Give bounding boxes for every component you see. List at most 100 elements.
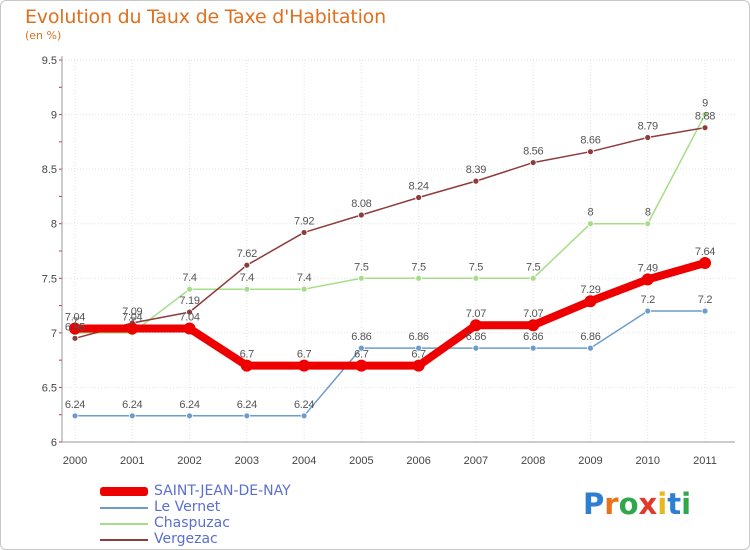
legend-swatch xyxy=(100,539,148,541)
data-point xyxy=(240,359,253,372)
data-label: 7.4 xyxy=(182,272,197,284)
data-point xyxy=(126,322,139,335)
data-label: 8.88 xyxy=(695,111,715,123)
data-point xyxy=(587,344,594,352)
legend-label: Le Vernet xyxy=(154,499,221,515)
data-point xyxy=(128,412,136,420)
data-point xyxy=(357,274,365,282)
y-tick-label: 7.5 xyxy=(42,273,57,285)
data-label: 6.24 xyxy=(237,399,257,411)
data-label: 6.7 xyxy=(411,349,426,361)
data-point xyxy=(243,412,251,420)
data-label: 7.2 xyxy=(698,294,713,306)
data-label: 7.49 xyxy=(638,262,658,274)
chart-subtitle: (en %) xyxy=(25,29,62,42)
y-tick-label: 9 xyxy=(51,110,57,122)
data-point xyxy=(186,308,193,316)
data-point xyxy=(243,261,251,269)
logo-letter: t xyxy=(667,487,682,521)
data-label: 8.56 xyxy=(523,146,543,158)
data-point xyxy=(529,344,537,352)
data-label: 7.2 xyxy=(641,294,656,306)
logo-letter: i xyxy=(681,487,692,521)
data-label: 6.24 xyxy=(179,399,199,411)
data-point xyxy=(701,124,709,132)
logo-letter: x xyxy=(638,487,658,521)
data-point xyxy=(415,194,423,201)
y-tick-label: 7 xyxy=(51,328,57,340)
data-point xyxy=(644,307,652,315)
data-point xyxy=(186,285,193,293)
data-point xyxy=(472,177,480,185)
data-point xyxy=(69,322,81,335)
data-point xyxy=(183,322,196,335)
data-point xyxy=(644,134,652,141)
data-label: 8.24 xyxy=(409,181,429,193)
series-line-chaspuzac xyxy=(74,113,706,334)
data-point xyxy=(357,344,365,352)
data-point xyxy=(355,359,368,372)
x-tick-label: 2011 xyxy=(693,455,717,467)
logo-letter: o xyxy=(618,487,639,521)
data-label: 6.24 xyxy=(65,399,85,411)
data-label: 6.86 xyxy=(466,331,486,343)
x-tick-label: 2000 xyxy=(63,455,87,467)
data-label: 7.07 xyxy=(466,308,486,320)
data-point xyxy=(300,285,308,293)
data-label: 7 xyxy=(129,316,135,328)
data-label: 7.04 xyxy=(65,311,85,323)
data-point xyxy=(529,274,537,282)
data-label: 7.4 xyxy=(297,272,312,284)
data-point xyxy=(469,319,482,332)
x-tick-label: 2008 xyxy=(521,455,545,467)
x-tick-label: 2001 xyxy=(120,455,144,467)
legend-swatch xyxy=(100,507,148,509)
data-point xyxy=(71,334,79,342)
legend-label: Chaspuzac xyxy=(154,515,230,531)
legend-label: SAINT-JEAN-DE-NAY xyxy=(154,483,291,499)
legend-label: Vergezac xyxy=(154,531,218,547)
legend-swatch xyxy=(100,523,148,525)
data-label: 8 xyxy=(588,207,594,219)
data-point xyxy=(472,344,480,352)
logo-letter: r xyxy=(604,487,619,521)
data-point xyxy=(529,159,537,166)
data-label: 9 xyxy=(702,98,708,110)
chart-title: Evolution du Taux de Taxe d'Habitation xyxy=(25,6,386,28)
data-label: 8.39 xyxy=(466,164,486,176)
data-label: 7.29 xyxy=(580,284,600,296)
data-label: 7.62 xyxy=(237,248,257,260)
data-label: 8.79 xyxy=(638,120,658,132)
y-tick-label: 6 xyxy=(51,437,57,449)
data-label: 6.7 xyxy=(297,349,312,361)
data-point xyxy=(243,285,251,293)
x-tick-label: 2007 xyxy=(464,455,488,467)
x-tick-label: 2004 xyxy=(292,455,316,467)
data-point xyxy=(300,229,308,236)
data-point xyxy=(300,412,308,420)
data-point xyxy=(699,257,711,270)
y-tick-label: 6.5 xyxy=(42,382,57,394)
data-point xyxy=(644,220,652,228)
logo-letter: i xyxy=(657,487,668,521)
data-point xyxy=(527,319,540,332)
y-tick-label: 8.5 xyxy=(42,164,57,176)
data-point xyxy=(587,220,594,228)
data-label: 6.24 xyxy=(122,399,142,411)
x-tick-label: 2003 xyxy=(235,455,259,467)
series-line-saint-jean-de-nay xyxy=(71,259,709,370)
data-label: 6.7 xyxy=(354,349,369,361)
data-label: 7.64 xyxy=(695,246,715,258)
data-label: 8.08 xyxy=(351,198,371,210)
legend-swatch xyxy=(100,487,148,496)
y-tick-label: 9.5 xyxy=(42,55,57,67)
data-label: 7.5 xyxy=(526,261,541,273)
data-label: 6.95 xyxy=(65,321,85,333)
logo-letter: P xyxy=(583,487,605,521)
data-label: 7.07 xyxy=(523,308,543,320)
data-label: 8 xyxy=(645,207,651,219)
data-point xyxy=(584,295,597,308)
data-label: 7.4 xyxy=(240,272,255,284)
data-point xyxy=(701,111,709,118)
